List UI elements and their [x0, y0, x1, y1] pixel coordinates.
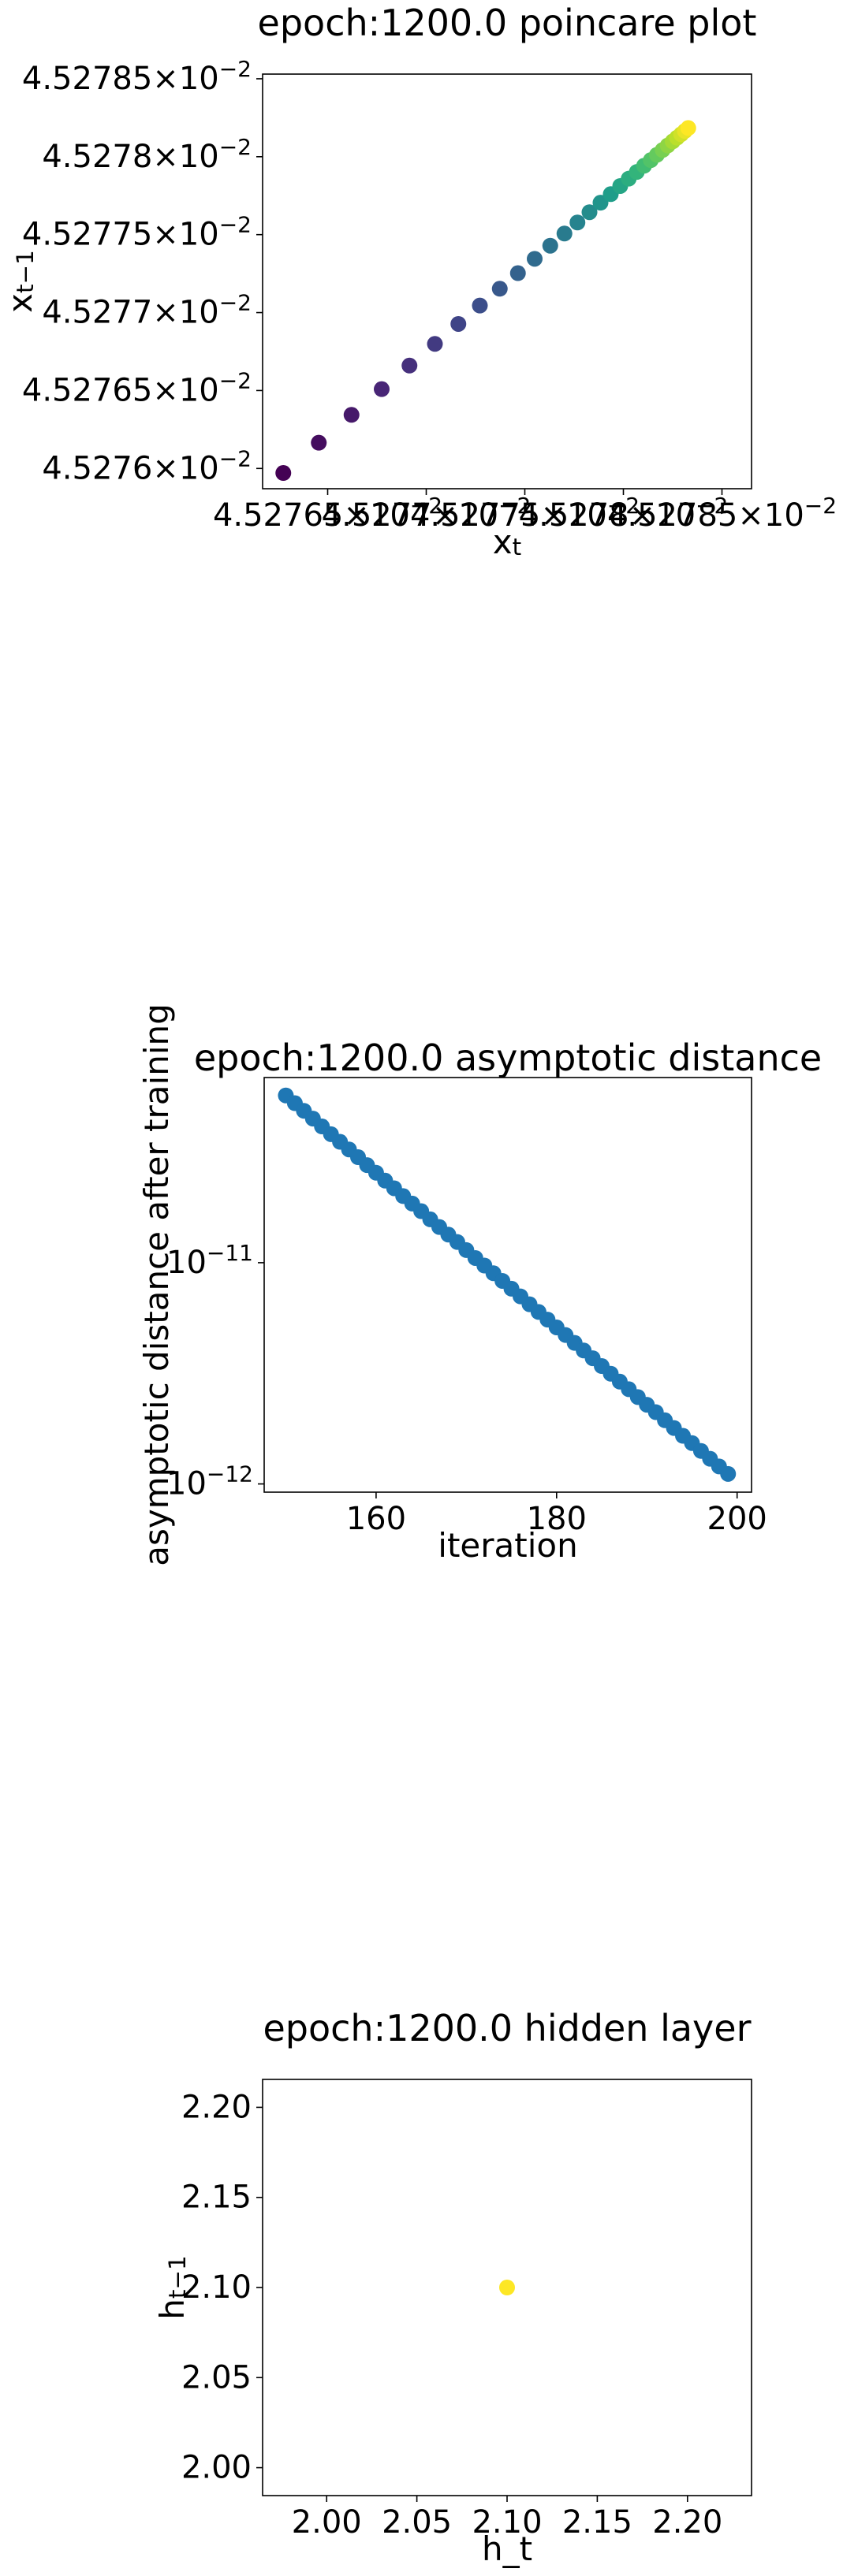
y-axis-label: ht−1​ [153, 2255, 192, 2319]
y-tick-label: 2.15 [181, 2180, 252, 2216]
y-tick-label: 4.52765×10−2​ [22, 367, 252, 408]
axes-frame [262, 73, 752, 490]
point [720, 1465, 737, 1482]
y-tick-label: 4.5276×10−2​ [42, 445, 252, 486]
point [499, 2280, 515, 2295]
chart-title: epoch:1200.0 poincare plot [258, 2, 757, 44]
point [569, 214, 586, 231]
point [581, 204, 598, 221]
point [556, 225, 573, 242]
x-tick-label: 4.5278×10−2​ [519, 493, 729, 534]
y-tick-label: 10−11​ [166, 1240, 253, 1281]
x-tick-label: 2.05 [382, 2504, 452, 2541]
chart-title: epoch:1200.0 hidden layer [263, 2007, 752, 2049]
chart-title: epoch:1200.0 asymptotic distance [194, 1037, 822, 1079]
x-tick-label: 2.20 [652, 2504, 722, 2541]
point [401, 357, 418, 374]
point [374, 381, 390, 397]
x-tick-label: 2.00 [292, 2504, 362, 2541]
x-tick-label: 200 [707, 1501, 767, 1537]
point [527, 251, 543, 267]
point [275, 465, 292, 482]
x-tick-label: 180 [527, 1501, 587, 1537]
y-tick-label: 2.00 [181, 2450, 252, 2486]
x-tick-label: 4.52765×10−2​ [213, 493, 442, 534]
x-tick-label: 4.52785×10−2​ [607, 493, 837, 534]
point [311, 434, 327, 451]
x-tick-label: 160 [346, 1501, 406, 1537]
point [427, 336, 443, 352]
y-tick-label: 2.10 [181, 2269, 252, 2306]
point [450, 315, 467, 332]
axes-frame [263, 1077, 752, 1493]
x-tick-label: 4.52775×10−2​ [410, 493, 640, 534]
y-tick-label: 4.52775×10−2​ [22, 212, 252, 253]
x-axis-label: xt​ [493, 523, 521, 561]
y-axis-label: xt−1​ [1, 250, 39, 313]
x-axis-label: h_t [482, 2529, 532, 2568]
y-tick-label: 4.5277×10−2​ [42, 289, 252, 330]
point [509, 265, 526, 281]
y-tick-label: 2.20 [181, 2089, 252, 2125]
y-axis-label: asymptotic distance after training [137, 1003, 176, 1566]
y-tick-label: 2.05 [181, 2359, 252, 2395]
x-tick-label: 2.10 [472, 2504, 542, 2541]
point [680, 120, 696, 136]
y-tick-label: 10−12​ [166, 1461, 253, 1502]
x-tick-label: 4.5277×10−2​ [322, 493, 532, 534]
point [491, 281, 508, 297]
x-axis-label: iteration [438, 1526, 577, 1565]
x-tick-label: 2.15 [562, 2504, 632, 2541]
point [343, 407, 360, 423]
y-tick-label: 4.52785×10−2​ [22, 56, 252, 97]
point [472, 297, 488, 314]
y-tick-label: 4.5278×10−2​ [42, 134, 252, 175]
point [542, 237, 558, 254]
